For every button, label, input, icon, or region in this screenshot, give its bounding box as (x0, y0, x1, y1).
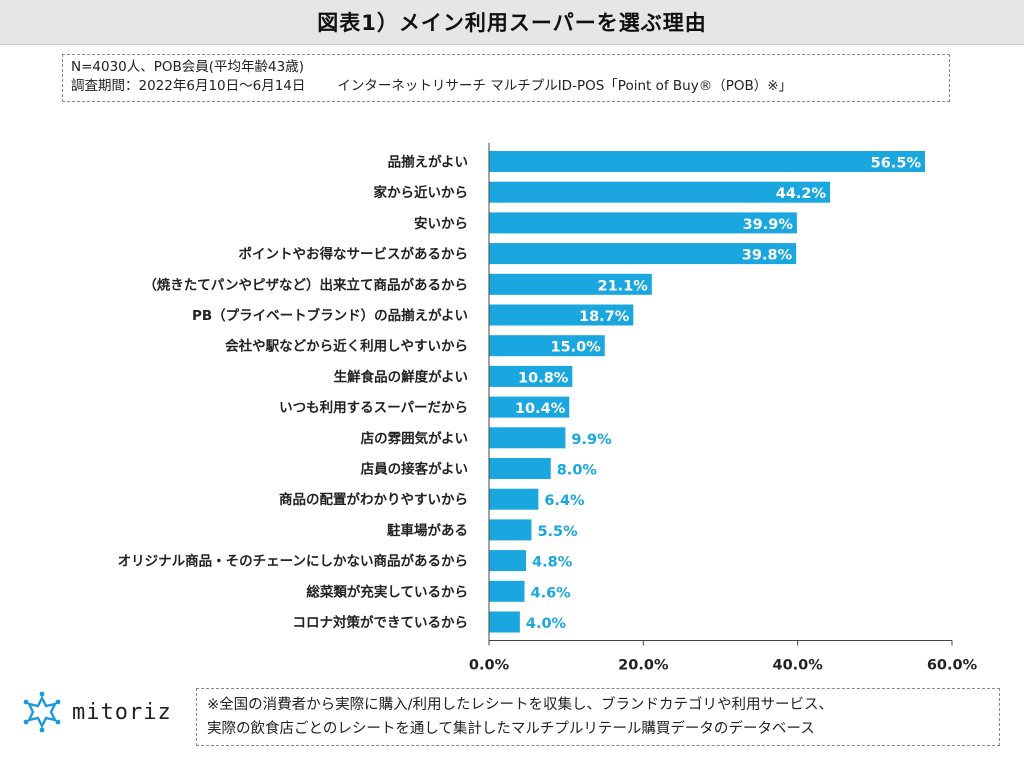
bar-6 (489, 304, 634, 326)
category-label: （焼きたてパンやピザなど）出来立て商品があるから (143, 276, 468, 293)
x-tick-label: 0.0% (469, 658, 510, 674)
value-label: 56.5% (871, 156, 922, 172)
bar-3 (489, 212, 797, 234)
survey-info-row: 調査期間：2022年6月10日～6月14日 インターネットリサーチ マルチプルID… (71, 77, 941, 96)
category-label: 店員の接客がよい (361, 461, 468, 478)
bar-14 (489, 550, 527, 572)
bar-12 (489, 488, 539, 510)
category-label: 店の雰囲気がよい (361, 430, 468, 447)
value-label: 15.0% (550, 340, 601, 356)
category-label: 生鮮食品の鮮度がよい (334, 368, 468, 385)
footnote-line-2: 実際の飲食店ごとのレシートを通して集計したマルチプルリテール購買データのデータベ… (207, 721, 815, 737)
survey-period-text: 調査期間：2022年6月10日～6月14日 (71, 78, 306, 94)
bar-8 (489, 365, 573, 387)
footnote-box: ※全国の消費者から実際に購入/利用したレシートを収集し、ブランドカテゴリや利用サ… (196, 688, 1000, 746)
category-label: 会社や駅などから近く利用しやすいから (225, 338, 468, 355)
bar-10 (489, 427, 566, 449)
value-label: 10.4% (515, 401, 566, 417)
mitoriz-logo: mitoriz (20, 688, 180, 736)
bar-11 (489, 458, 551, 479)
bar-7 (489, 335, 605, 357)
value-label: 18.7% (579, 309, 630, 325)
survey-source-text: インターネットリサーチ マルチプルID-POS「Point of Buy®（PO… (337, 78, 793, 94)
x-tick-label: 40.0% (773, 658, 824, 674)
value-label: 8.0% (557, 463, 598, 479)
category-label: 商品の配置がわかりやすいから (279, 491, 468, 508)
bar-1 (489, 151, 925, 172)
survey-info-box: N=4030人、POB会員(平均年齢43歳) 調査期間：2022年6月10日～6… (62, 54, 950, 102)
x-tick-label: 60.0% (927, 658, 978, 674)
chart-title-bar: 図表1）メイン利用スーパーを選ぶ理由 (0, 0, 1024, 45)
value-label: 4.6% (530, 585, 571, 601)
category-label: いつも利用するスーパーだから (279, 399, 468, 416)
value-label: 4.8% (532, 555, 573, 571)
bar-5 (489, 273, 652, 295)
value-label: 6.4% (544, 493, 585, 509)
category-label: コロナ対策ができているから (293, 614, 469, 631)
bar-16 (489, 611, 520, 633)
category-label: オリジナル商品・そのチェーンにしかない商品があるから (118, 553, 468, 570)
bar-15 (489, 580, 525, 602)
value-label: 44.2% (776, 186, 827, 202)
bar-9 (489, 396, 570, 418)
value-label: 9.9% (571, 432, 612, 448)
category-label: 品揃えがよい (388, 154, 468, 171)
bar-4 (489, 243, 797, 265)
category-label: 駐車場がある (387, 522, 468, 539)
category-label: 家から近いから (374, 184, 469, 201)
value-label: 5.5% (537, 524, 578, 540)
category-label: PB（プライベートブランド）の品揃えがよい (192, 307, 468, 324)
category-label: 総菜類が充実しているから (306, 583, 468, 600)
category-label: 安いから (414, 215, 468, 232)
chart-title: 図表1）メイン利用スーパーを選ぶ理由 (317, 11, 707, 35)
sample-size-text: N=4030人、POB会員(平均年齢43歳) (71, 59, 305, 75)
x-tick-label: 20.0% (618, 658, 669, 674)
logo-text: mitoriz (72, 699, 172, 725)
logo-mark-icon (23, 691, 61, 733)
category-label: ポイントやお得なサービスがあるから (239, 246, 469, 263)
value-label: 21.1% (598, 278, 649, 294)
bar-13 (489, 519, 532, 541)
bar-2 (489, 181, 831, 203)
value-label: 10.8% (518, 370, 569, 386)
bar-chart: 品揃えがよい 56.5% 家から近いから 44.2% 安いから 39.9% ポイントやお得な… (118, 143, 978, 674)
value-label: 39.9% (743, 217, 794, 233)
footnote-line-1: ※全国の消費者から実際に購入/利用したレシートを収集し、ブランドカテゴリや利用サ… (207, 697, 834, 713)
value-label: 39.8% (742, 248, 793, 264)
value-label: 4.0% (526, 616, 567, 632)
